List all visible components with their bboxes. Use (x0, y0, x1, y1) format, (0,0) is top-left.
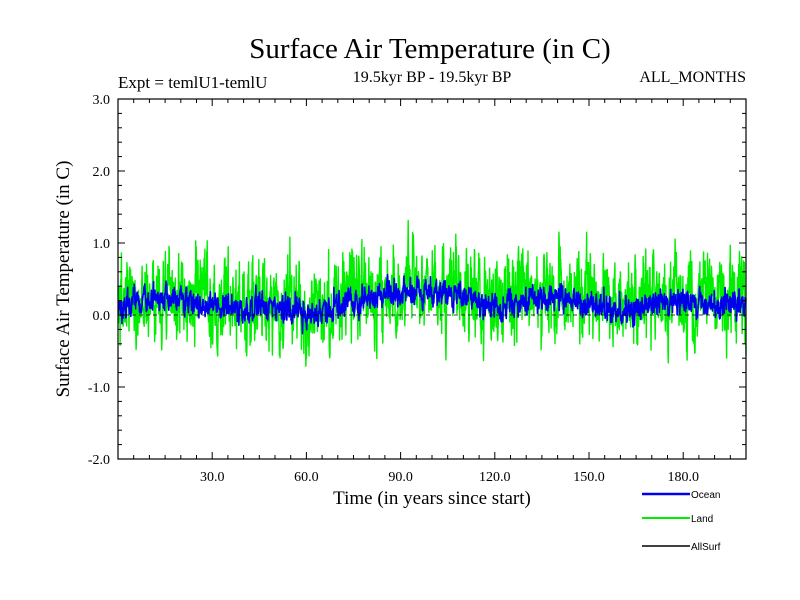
series-line-ocean (117, 273, 747, 335)
x-tick-label: 30.0 (200, 470, 225, 485)
y-tick-label: 1.0 (93, 237, 111, 252)
series-layer (117, 219, 747, 367)
y-tick-label: -1.0 (88, 381, 110, 396)
x-tick-label: 60.0 (294, 470, 319, 485)
legend-label-land: Land (691, 514, 713, 525)
x-tick-label: 180.0 (667, 470, 699, 485)
experiment-label: Expt = temlU1-temlU (118, 73, 267, 92)
x-tick-label: 120.0 (479, 470, 511, 485)
y-axis-label: Surface Air Temperature (in C) (53, 161, 74, 398)
axes-layer: 30.0 60.0 90.0 120.0 150.0 180.0 -2.0 -1.0 0.0 1.… (88, 93, 747, 485)
x-tick-label: 90.0 (388, 470, 413, 485)
x-axis-label: Time (in years since start) (333, 488, 531, 509)
legend-label-ocean: Ocean (691, 490, 720, 501)
legend: Ocean Land AllSurf (642, 490, 721, 553)
y-tick-label: 0.0 (93, 309, 111, 324)
y-tick-label: 2.0 (93, 165, 111, 180)
legend-label-allsurf: AllSurf (691, 542, 721, 553)
series-line-land (117, 219, 747, 367)
period-label: 19.5kyr BP - 19.5kyr BP (353, 69, 512, 86)
x-tick-label: 150.0 (573, 470, 605, 485)
chart-title: Surface Air Temperature (in C) (249, 33, 610, 65)
months-label: ALL_MONTHS (639, 69, 746, 86)
y-tick-label: 3.0 (93, 93, 111, 108)
y-tick-label: -2.0 (88, 453, 110, 468)
